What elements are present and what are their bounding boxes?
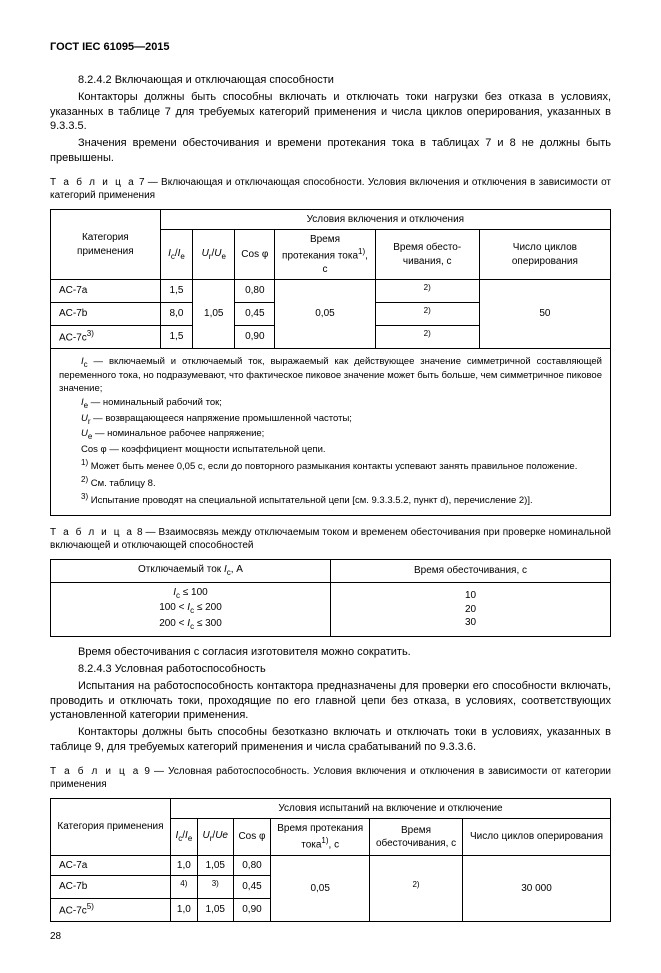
td: 2) (375, 325, 479, 348)
th: Отключаемый ток Ic, А (51, 559, 331, 582)
th: Ur/Ue (197, 819, 233, 855)
paragraph: Испытания на работоспособность контактор… (50, 679, 611, 724)
th: Ic/Ie (160, 230, 193, 280)
td: 2) (375, 303, 479, 326)
td: 30 000 (462, 855, 610, 921)
paragraph: Время обесточивания с согласия изготовит… (50, 645, 611, 660)
td: 0,45 (233, 876, 271, 899)
th: Ic/Ie (170, 819, 197, 855)
th: Cos φ (233, 819, 271, 855)
th: Число циклов оперирования (479, 230, 610, 280)
td: AC-7a (51, 855, 171, 876)
td: AC-7b (51, 303, 161, 326)
section-8242-title: 8.2.4.2 Включающая и отключающая способн… (50, 73, 611, 88)
table-9: Категория применения Условия испытаний н… (50, 798, 611, 922)
table-9-caption: Т а б л и ц а 9 — Условная работоспособн… (50, 765, 611, 792)
td: 1,05 (197, 899, 233, 922)
td: 8,0 (160, 303, 193, 326)
td: 1,5 (160, 325, 193, 348)
paragraph: Значения времени обесточивания и времени… (50, 136, 611, 166)
td: AC-7c5) (51, 899, 171, 922)
td: 1,05 (193, 280, 235, 348)
th-conditions: Условия включения и отключения (160, 209, 610, 230)
th: Ur/Ue (193, 230, 235, 280)
paragraph: Контакторы должны быть способны включать… (50, 90, 611, 135)
th: Время протеканиятока1), с (271, 819, 370, 855)
td: 0,80 (233, 855, 271, 876)
td: 1,05 (197, 855, 233, 876)
th: Число циклов оперирования (462, 819, 610, 855)
td: 50 (479, 280, 610, 348)
section-8243-title: 8.2.4.3 Условная работоспособность (50, 662, 611, 677)
td: 3) (197, 876, 233, 899)
table-8: Отключаемый ток Ic, А Время обесточивани… (50, 559, 611, 637)
th-category: Категория применения (51, 798, 171, 855)
td: 2) (370, 855, 463, 921)
td: 0,45 (235, 303, 275, 326)
th: Время обесточивания, с (331, 559, 611, 582)
table-7-notes: Ic — включаемый и отключаемый ток, выраж… (51, 348, 611, 515)
td: 102030 (331, 582, 611, 636)
td: Ic ≤ 100100 < Ic ≤ 200200 < Ic ≤ 300 (51, 582, 331, 636)
table-7: Категория применения Условия включения и… (50, 209, 611, 516)
td: AC-7c3) (51, 325, 161, 348)
td: 4) (170, 876, 197, 899)
td: 0,05 (275, 280, 375, 348)
table-7-caption: Т а б л и ц а 7 — Включающая и отключающ… (50, 176, 611, 203)
th-conditions: Условия испытаний на включение и отключе… (170, 798, 610, 819)
th-category: Категория применения (51, 209, 161, 279)
td: 0,90 (235, 325, 275, 348)
document-header: ГОСТ IEC 61095—2015 (50, 40, 611, 55)
td: 0,90 (233, 899, 271, 922)
td: AC-7b (51, 876, 171, 899)
td: 0,80 (235, 280, 275, 303)
paragraph: Контакторы должны быть способны безотказ… (50, 725, 611, 755)
td: 0,05 (271, 855, 370, 921)
th: Время обесто-чивания, с (375, 230, 479, 280)
td: 1,0 (170, 855, 197, 876)
td: AC-7a (51, 280, 161, 303)
th: Cos φ (235, 230, 275, 280)
table-8-caption: Т а б л и ц а 8 — Взаимосвязь между откл… (50, 526, 611, 553)
page-number: 28 (50, 930, 611, 944)
td: 2) (375, 280, 479, 303)
td: 1,0 (170, 899, 197, 922)
th: Времяпротекания тока1), с (275, 230, 375, 280)
th: Времяобесточивания, с (370, 819, 463, 855)
td: 1,5 (160, 280, 193, 303)
